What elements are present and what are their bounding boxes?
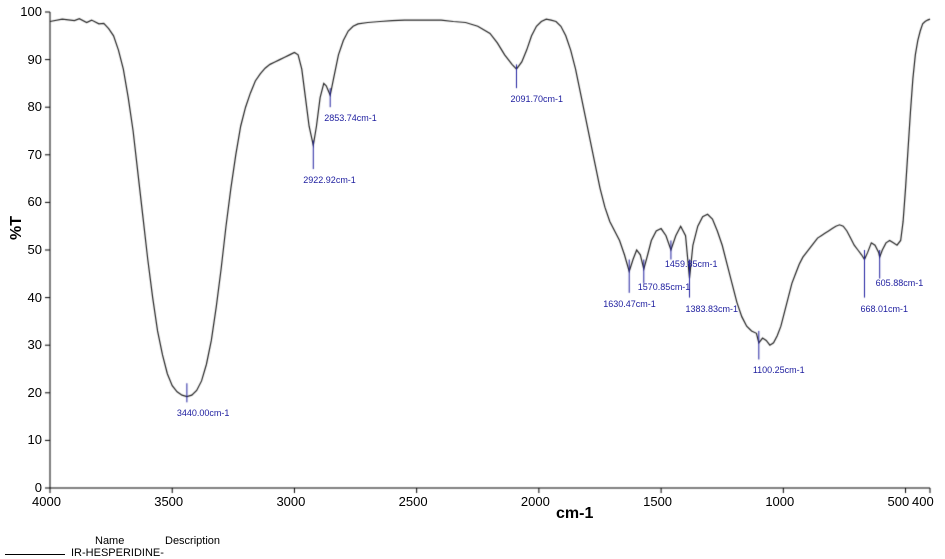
y-tick-label: 40 [12,290,42,305]
peak-label: 2922.92cm-1 [303,175,356,185]
y-tick-label: 20 [12,385,42,400]
x-tick-label: 4000 [32,494,61,509]
peak-label: 1570.85cm-1 [638,282,691,292]
y-tick-label: 0 [12,480,42,495]
legend-name-header: Name [95,535,124,547]
x-tick-label: 2500 [399,494,428,509]
peak-label: 668.01cm-1 [860,304,908,314]
peak-label: 3440.00cm-1 [177,408,230,418]
y-tick-label: 60 [12,194,42,209]
x-tick-label: 3000 [276,494,305,509]
x-tick-label: 3500 [154,494,183,509]
y-tick-label: 30 [12,337,42,352]
x-tick-label: 400 [912,494,934,509]
legend-desc-header: Description [165,535,220,547]
x-axis-label: cm-1 [556,505,593,523]
y-tick-label: 80 [12,99,42,114]
peak-label: 2091.70cm-1 [510,94,563,104]
legend-row-name: IR-HESPERIDINE- [71,547,164,559]
y-tick-label: 50 [12,242,42,257]
x-tick-label: 2000 [521,494,550,509]
y-tick-label: 10 [12,432,42,447]
x-tick-label: 1000 [765,494,794,509]
peak-label: 1630.47cm-1 [603,299,656,309]
peak-label: 1100.25cm-1 [753,365,805,375]
y-tick-label: 90 [12,52,42,67]
peak-label: 2853.74cm-1 [324,113,377,123]
y-tick-label: 70 [12,147,42,162]
peak-label: 1459.85cm-1 [665,259,718,269]
y-tick-label: 100 [12,4,42,19]
x-tick-label: 1500 [643,494,672,509]
spectrum-canvas [0,0,945,558]
y-axis-label: %T [8,216,26,240]
x-tick-label: 500 [888,494,910,509]
legend-sample-line [5,554,65,555]
peak-label: 1383.83cm-1 [686,304,739,314]
peak-label: 605.88cm-1 [876,278,924,288]
